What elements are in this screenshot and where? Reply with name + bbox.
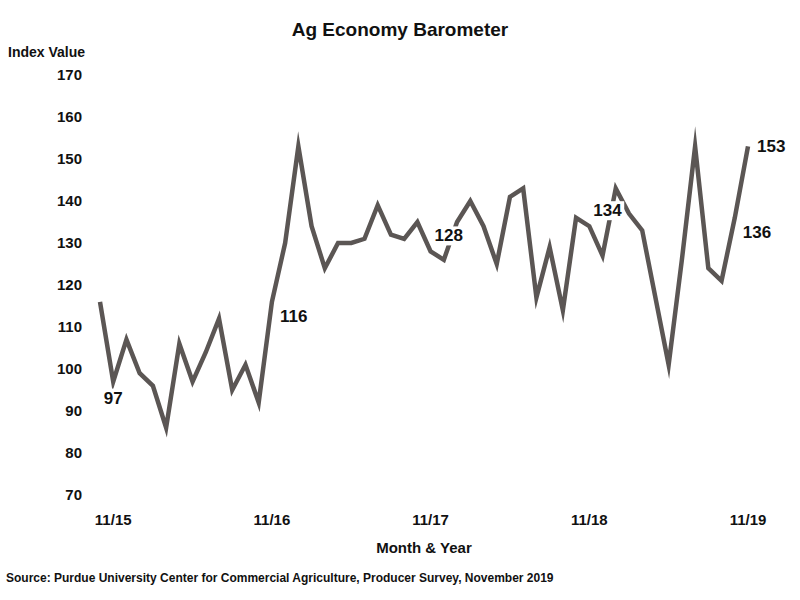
plot-area [100, 146, 748, 427]
y-tick-label: 90 [65, 402, 82, 419]
y-tick-label: 70 [65, 486, 82, 503]
y-tick-label: 80 [65, 444, 82, 461]
y-tick-label: 140 [57, 192, 82, 209]
chart: Ag Economy Barometer Index Value 70 80 90 100… [0, 0, 800, 600]
source-note: Source: Purdue University Center for Com… [6, 571, 554, 585]
background [0, 0, 800, 600]
y-tick-label: 150 [57, 150, 82, 167]
data-label: 134 [593, 201, 622, 220]
x-tick-label: 11/17 [412, 511, 449, 528]
y-tick-label: 170 [57, 66, 82, 83]
x-axis-title: Month & Year [376, 539, 472, 556]
y-tick-label: 160 [57, 108, 82, 125]
y-tick-label: 120 [57, 276, 82, 293]
value-labels: 97 116 128 134 136 153 [102, 137, 788, 407]
y-tick-label: 130 [57, 234, 82, 251]
y-axis-title: Index Value [8, 44, 85, 60]
label-patch [278, 307, 309, 326]
data-label: 116 [280, 307, 307, 326]
data-label: 136 [743, 223, 771, 242]
x-tick-label: 11/16 [254, 511, 291, 528]
x-tick-label: 11/18 [571, 511, 608, 528]
label-patch [741, 223, 773, 242]
x-tick-label: 11/15 [95, 511, 132, 528]
label-patch [755, 137, 787, 156]
y-tick-label: 100 [57, 360, 82, 377]
title: Ag Economy Barometer [292, 19, 509, 40]
label-patch [591, 201, 624, 220]
y-tick-label: 110 [58, 318, 82, 335]
data-label: 128 [435, 226, 463, 245]
series-line [100, 146, 748, 427]
x-tick-label: 11/19 [730, 511, 767, 528]
data-label: 153 [757, 137, 785, 156]
label-patch [102, 389, 125, 408]
data-label: 97 [104, 389, 123, 408]
label-patch [433, 226, 465, 245]
